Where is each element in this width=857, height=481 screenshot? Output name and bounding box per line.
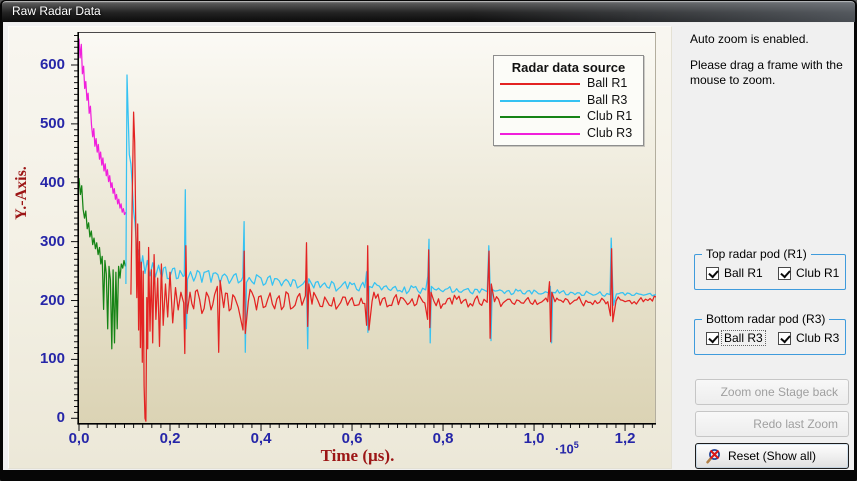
legend-title: Radar data source	[511, 60, 626, 75]
legend-line-ball-r3	[500, 99, 580, 102]
zoom-hint-text: Please drag a frame with the mouse to zo…	[690, 58, 843, 87]
checkbox-club-r1[interactable]	[778, 267, 791, 280]
x-axis-scale-multiplier: ·105	[555, 440, 579, 457]
y-tick-label: 300	[39, 232, 65, 250]
checkbox-club-r3[interactable]	[778, 332, 791, 345]
legend-label: Club R1	[587, 109, 633, 123]
series-line-club-r3	[79, 38, 127, 216]
x-tick-label: 0,4	[250, 430, 272, 447]
checkbox-label-club-r1[interactable]: Club R1	[796, 266, 840, 280]
checkbox-label-ball-r1[interactable]: Ball R1	[724, 266, 763, 280]
legend-label: Club R3	[587, 125, 633, 140]
y-tick-label: 600	[39, 55, 65, 73]
client-area: Y.-Axis. Time (µs). ·105 Radar data sour…	[3, 22, 854, 470]
chart-legend: Radar data source Ball R1 Ball R3 Club R…	[493, 55, 644, 146]
y-tick-label: 500	[39, 114, 65, 132]
checkbox-ball-r3[interactable]	[706, 332, 719, 345]
x-tick-label: 1,2	[614, 430, 636, 447]
legend-line-club-r3	[500, 132, 580, 135]
series-line-ball-r1	[130, 111, 656, 422]
title-bar[interactable]: Raw Radar Data	[2, 1, 855, 22]
checkbox-label-ball-r3[interactable]: Ball R3	[721, 330, 766, 346]
y-tick-label: 100	[39, 350, 65, 368]
y-tick-label: 0	[56, 409, 65, 427]
x-tick-label: 1,0	[523, 430, 545, 447]
legend-label: Ball R1	[587, 76, 628, 90]
y-tick-label: 400	[39, 173, 65, 191]
x-tick-label: 0,2	[159, 430, 181, 447]
x-tick-label: 0,6	[341, 430, 363, 447]
group-bottom-label: Bottom radar pod (R3)	[702, 312, 830, 326]
checkbox-ball-r1[interactable]	[706, 267, 719, 280]
legend-line-club-r1	[500, 116, 580, 118]
legend-entry: Ball R1	[494, 75, 643, 92]
checkbox-label-club-r3[interactable]: Club R3	[796, 331, 840, 345]
chart-panel: Y.-Axis. Time (µs). ·105 Radar data sour…	[8, 26, 672, 469]
redo-zoom-button[interactable]: Redo last Zoom	[695, 411, 849, 437]
y-axis-title: Y.-Axis.	[13, 166, 30, 220]
reset-button-label: Reset (Show all)	[727, 449, 817, 463]
x-tick-label: 0,8	[432, 430, 454, 447]
x-tick-label: 0,0	[68, 430, 90, 447]
series-line-club-r1	[79, 177, 127, 350]
legend-entry: Club R3	[494, 125, 643, 142]
window-title: Raw Radar Data	[12, 4, 101, 18]
legend-entry: Ball R3	[494, 92, 643, 109]
reset-zoom-magnifier-icon	[706, 449, 720, 464]
group-bottom-radar-pod: Bottom radar pod (R3)	[694, 312, 846, 355]
autozoom-status-text: Auto zoom is enabled.	[690, 32, 809, 46]
zoom-back-button[interactable]: Zoom one Stage back	[695, 379, 849, 405]
x-axis-title: Time (µs).	[320, 446, 395, 465]
y-tick-label: 200	[39, 291, 65, 309]
series-line-ball-r3	[125, 74, 656, 353]
legend-line-ball-r1	[500, 83, 580, 85]
group-top-label: Top radar pod (R1)	[702, 247, 811, 261]
legend-label: Ball R3	[587, 92, 628, 107]
group-top-radar-pod: Top radar pod (R1)	[694, 247, 846, 290]
legend-entry: Club R1	[494, 108, 643, 125]
reset-show-all-button[interactable]: Reset (Show all)	[695, 443, 849, 469]
